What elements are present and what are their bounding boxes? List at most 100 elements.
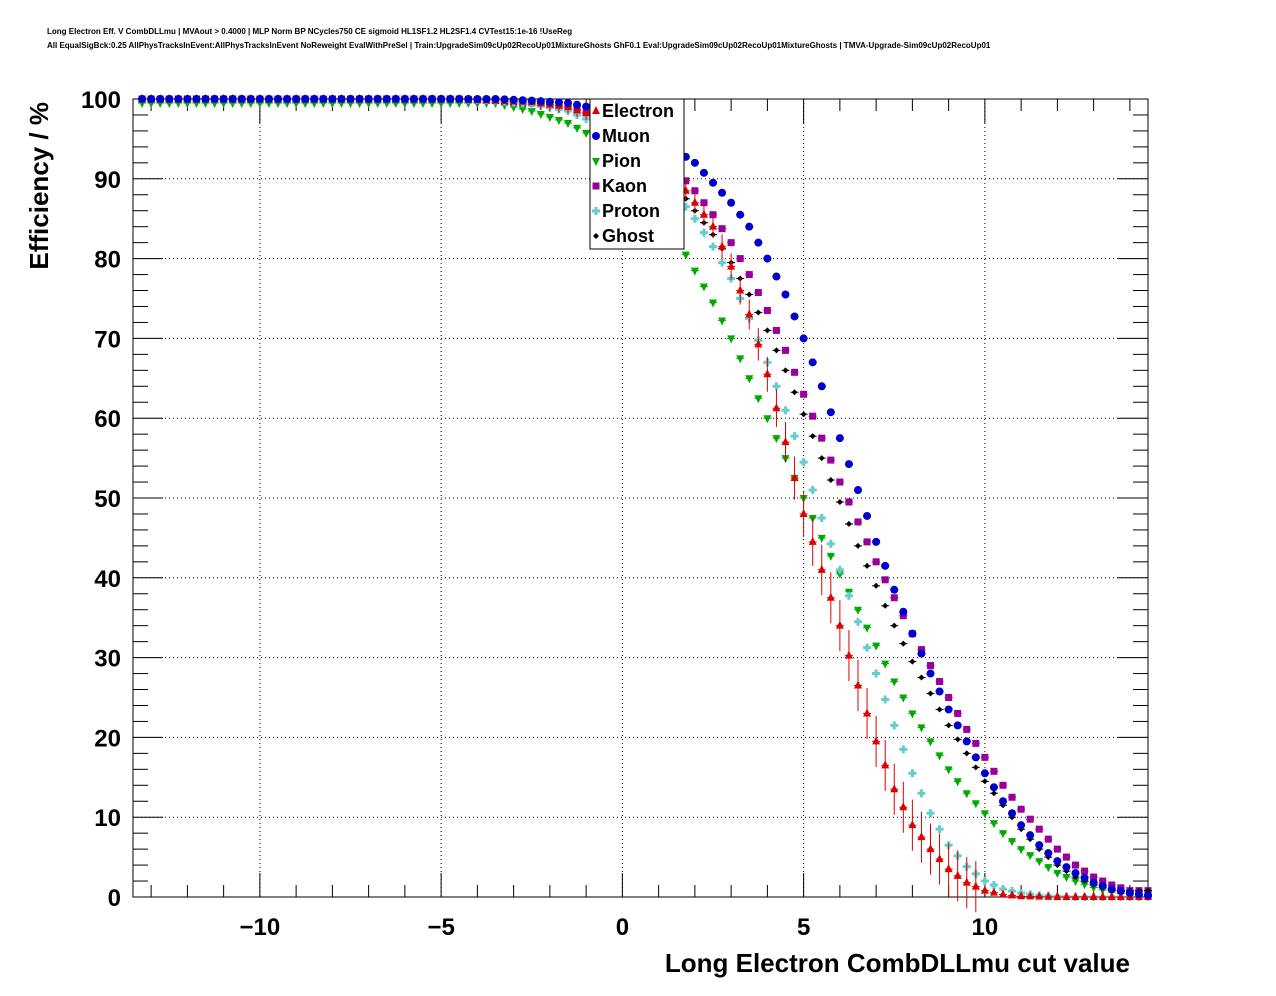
data-point [745,375,754,384]
data-point [800,411,807,418]
data-point [1053,857,1062,866]
data-point [1071,878,1080,887]
data-point [328,95,337,103]
data-point [355,95,364,103]
data-point [1017,846,1026,855]
data-point [881,576,889,584]
data-point [1017,805,1025,813]
data-point [1053,892,1062,900]
data-point [283,95,292,103]
data-point [971,753,980,762]
data-point [736,285,745,294]
data-point [954,736,961,743]
data-point [210,95,219,103]
data-point [899,607,908,616]
data-point [718,258,727,267]
legend-label-proton: Proton [602,201,660,221]
data-point [482,95,491,103]
data-point [419,95,427,103]
data-point [745,222,754,231]
data-point [854,518,862,526]
data-point [718,317,727,326]
data-point [854,617,862,626]
data-point [854,606,862,615]
data-point [808,536,817,545]
data-point [999,797,1007,806]
data-point [1017,891,1026,900]
legend-label-kaon: Kaon [602,176,647,196]
data-point [264,95,273,103]
data-point [1062,853,1070,861]
data-point [863,643,872,652]
data-point [989,881,998,890]
data-point [527,107,536,116]
data-point [455,95,464,103]
data-point [509,103,518,112]
data-point [691,187,699,195]
y-tick-label: 70 [94,326,121,353]
data-point [582,102,591,111]
data-point [989,820,998,829]
data-point [890,721,899,730]
data-point [926,844,935,853]
data-point [1071,869,1080,878]
data-point [990,767,998,775]
data-point [1090,873,1098,881]
data-point [954,709,962,717]
data-point [944,705,953,714]
data-point [491,95,500,103]
chart-title-line-1: Long Electron Eff. V CombDLLmu | MVAout … [47,27,573,36]
data-point [437,95,446,103]
data-point [690,197,699,206]
data-point [736,355,745,364]
data-point [718,188,727,197]
data-point [1062,863,1071,872]
data-point [963,750,970,757]
data-point [772,382,781,391]
x-tick-label: −5 [427,914,454,941]
data-point [573,100,582,109]
data-point [1144,891,1152,900]
data-point [890,585,899,594]
legend-marker-muon [592,132,600,140]
x-tick-label: 0 [616,914,629,941]
data-point [1116,892,1125,900]
data-point [926,738,935,747]
data-point [1008,838,1017,847]
data-point [746,291,753,298]
data-point [989,783,998,792]
data-point [192,95,201,103]
data-point [944,766,953,775]
data-point [1008,809,1017,818]
data-point [908,710,917,719]
data-point [835,570,844,579]
data-point [174,95,183,103]
data-point [863,538,871,546]
data-point [873,582,880,589]
data-point [554,116,563,125]
data-point [518,96,527,105]
data-point [835,434,844,443]
data-point [246,95,255,103]
data-point [990,790,997,797]
data-point [573,124,582,133]
data-point [764,327,771,334]
data-point [899,802,908,811]
data-point [971,800,980,809]
data-point [927,662,934,670]
data-point [1089,884,1098,893]
data-point [971,881,980,890]
data-point [881,695,890,704]
data-point [699,168,708,177]
data-point [899,745,908,754]
data-point [1026,815,1034,823]
data-point [981,778,988,785]
data-point [890,594,898,602]
data-point [364,95,373,103]
data-point [699,228,708,237]
data-point [201,95,210,103]
legend-marker-ghost [593,233,599,239]
data-point [962,737,971,746]
data-point [1080,892,1089,900]
data-point [881,660,890,669]
